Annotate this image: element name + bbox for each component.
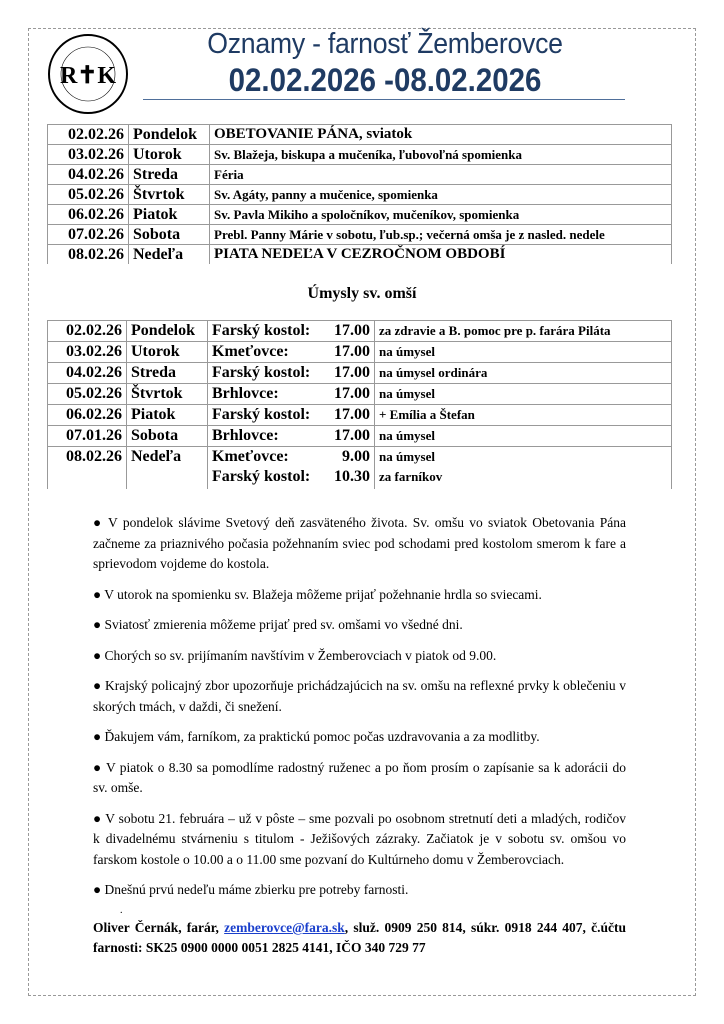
announcement-item: ● V sobotu 21. februára – už v pôste – s…	[93, 810, 626, 867]
intention-row: 06.02.26 Piatok Farský kostol: 17.00 + Emíli…	[47, 404, 672, 426]
weekday: Nedeľa	[126, 446, 208, 489]
announcement-item: ● Sviatosť zmierenia môžeme prijať pred …	[93, 617, 463, 632]
feast: Prebl. Panny Márie v sobotu, ľub.sp.; ve…	[209, 224, 672, 245]
announcements: ● V pondelok slávime Svetový deň zasväte…	[93, 513, 626, 911]
date: 03.02.26	[47, 144, 129, 165]
weekday: Sobota	[128, 224, 210, 245]
announcement-item: ● V pondelok slávime Svetový deň zasväte…	[93, 515, 626, 571]
intentions-title: Úmysly sv. omší	[307, 285, 417, 302]
feast: Sv. Agáty, panny a mučenice, spomienka	[209, 184, 672, 205]
parish-logo: R✝K	[48, 34, 128, 114]
date-range: 02.02.2026 -08.02.2026	[228, 62, 542, 98]
intention: na úmysel za farníkov	[374, 446, 672, 489]
date: 04.02.26	[47, 164, 129, 185]
title-underline	[143, 99, 625, 100]
weekday: Streda	[126, 362, 208, 384]
feast: Sv. Pavla Mikiho a spoločníkov, mučeníko…	[209, 204, 672, 225]
calendar-row: 07.02.26 Sobota Prebl. Panny Márie v sobot…	[47, 224, 672, 245]
intention: + Emília a Štefan	[374, 404, 672, 426]
intention-row: 05.02.26 Štvrtok Brhlovce: 17.00 na úmysel	[47, 383, 672, 405]
weekday: Štvrtok	[126, 383, 208, 405]
weekday: Sobota	[126, 425, 208, 447]
announcement-item: ● V utorok na spomienku sv. Blažeja môže…	[93, 586, 542, 602]
date: 07.02.26	[47, 224, 129, 245]
weekday: Streda	[128, 164, 210, 185]
footer-contact: Oliver Černák, farár, zemberovce@fara.sk…	[93, 920, 627, 955]
place-time: Kmeťovce: 9.00 Farský kostol: 10.30	[207, 446, 375, 489]
date: 08.02.26	[47, 244, 129, 264]
page-title: Oznamy - farnosť Žemberovce	[207, 28, 563, 60]
weekday: Utorok	[128, 144, 210, 165]
calendar-row: 02.02.26 Pondelok OBETOVANIE PÁNA, sviatok	[47, 124, 672, 145]
announcement-item: ● Chorých so sv. prijímaním navštívim v …	[93, 647, 497, 663]
intention-row: 04.02.26 Streda Farský kostol: 17.00 na úmys…	[47, 362, 672, 384]
calendar-row: 06.02.26 Piatok Sv. Pavla Mikiho a spoločn…	[47, 204, 672, 225]
intention: na úmysel	[374, 341, 672, 363]
svg-text:R✝K: R✝K	[60, 63, 116, 89]
calendar-row: 04.02.26 Streda Féria	[47, 164, 672, 185]
intention: na úmysel	[374, 425, 672, 447]
intention-row: 07.01.26 Sobota Brhlovce: 17.00 na úmysel	[47, 425, 672, 447]
feast: PIATA NEDEĽA V CEZROČNOM OBDOBÍ	[209, 244, 672, 264]
weekday: Štvrtok	[128, 184, 210, 205]
dot: .	[120, 905, 123, 916]
feast: Féria	[209, 164, 672, 185]
weekday: Utorok	[126, 341, 208, 363]
feast: OBETOVANIE PÁNA, sviatok	[209, 124, 672, 145]
place-time: Brhlovce: 17.00	[207, 383, 375, 405]
date: 06.02.26	[47, 404, 127, 426]
intention-row: 08.02.26 Nedeľa Kmeťovce: 9.00 Farský kostol…	[47, 446, 672, 489]
date: 04.02.26	[47, 362, 127, 384]
calendar-row: 08.02.26 Nedeľa PIATA NEDEĽA V CEZROČNOM O…	[47, 244, 672, 264]
weekday: Pondelok	[128, 124, 210, 145]
place-time: Farský kostol: 17.00	[207, 320, 375, 342]
intention-row: 03.02.26 Utorok Kmeťovce: 17.00 na úmysel	[47, 341, 672, 363]
email-link[interactable]: zemberovce@fara.sk	[224, 920, 345, 935]
page-border	[28, 28, 696, 996]
place-time: Farský kostol: 17.00	[207, 404, 375, 426]
weekday: Pondelok	[126, 320, 208, 342]
mass-intentions-table: 02.02.26 Pondelok Farský kostol: 17.00 za zd…	[47, 320, 672, 489]
date: 05.02.26	[47, 184, 129, 205]
place-time: Brhlovce: 17.00	[207, 425, 375, 447]
intention: za zdravie a B. pomoc pre p. farára Pilá…	[374, 320, 672, 342]
date: 07.01.26	[47, 425, 127, 447]
date: 02.02.26	[47, 320, 127, 342]
intention: na úmysel	[374, 383, 672, 405]
intention: na úmysel ordinára	[374, 362, 672, 384]
announcement-item: ● Krajský policajný zbor upozorňuje pric…	[93, 678, 626, 714]
announcement-item: ● V piatok o 8.30 sa pomodlíme radostný …	[93, 759, 626, 796]
announcement-item: ● Ďakujem vám, farníkom, za praktickú po…	[93, 729, 540, 744]
intention-row: 02.02.26 Pondelok Farský kostol: 17.00 za zd…	[47, 320, 672, 342]
announcement-item: ● Dnešnú prvú nedeľu máme zbierku pre po…	[93, 882, 409, 897]
calendar-row: 05.02.26 Štvrtok Sv. Agáty, panny a mučeni…	[47, 184, 672, 205]
weekday: Piatok	[126, 404, 208, 426]
feast: Sv. Blažeja, biskupa a mučeníka, ľubovoľ…	[209, 144, 672, 165]
date: 05.02.26	[47, 383, 127, 405]
date: 02.02.26	[47, 124, 129, 145]
place-time: Kmeťovce: 17.00	[207, 341, 375, 363]
weekday: Piatok	[128, 204, 210, 225]
date: 03.02.26	[47, 341, 127, 363]
liturgical-calendar-table: 02.02.26 Pondelok OBETOVANIE PÁNA, sviatok…	[47, 124, 672, 264]
place-time: Farský kostol: 17.00	[207, 362, 375, 384]
calendar-row: 03.02.26 Utorok Sv. Blažeja, biskupa a muč…	[47, 144, 672, 165]
weekday: Nedeľa	[128, 244, 210, 264]
date: 08.02.26	[47, 446, 127, 489]
date: 06.02.26	[47, 204, 129, 225]
